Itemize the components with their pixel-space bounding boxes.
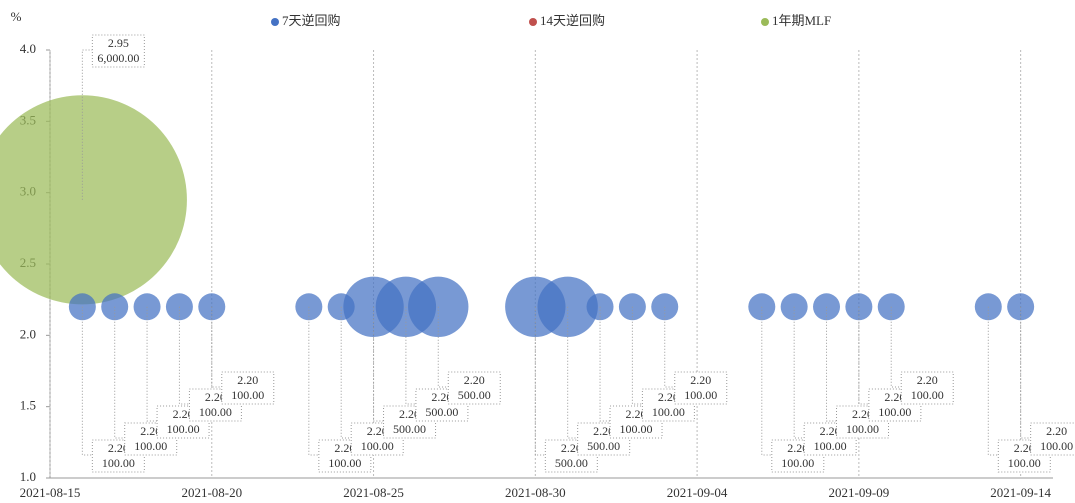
size-label: 100.00 [361, 439, 394, 453]
size-label: 6,000.00 [97, 51, 139, 65]
x-tick-label: 2021-08-30 [505, 485, 566, 500]
size-label: 100.00 [814, 439, 847, 453]
data-label: 2.20 [399, 407, 420, 421]
y-tick-label: 2.0 [20, 326, 36, 341]
size-label: 100.00 [1008, 456, 1041, 470]
legend-marker [271, 18, 279, 26]
legend-label: 1年期MLF [772, 13, 831, 28]
size-label: 100.00 [102, 456, 135, 470]
legend-marker [761, 18, 769, 26]
data-label: 2.20 [820, 424, 841, 438]
leader-line [178, 306, 190, 405]
y-tick-label: 4.0 [20, 41, 36, 56]
leader-line [858, 306, 869, 405]
data-label: 2.20 [917, 373, 938, 387]
data-label: 2.20 [1046, 424, 1067, 438]
y-axis-label: % [11, 9, 22, 24]
data-label: 2.20 [334, 441, 355, 455]
data-label: 2.20 [205, 390, 226, 404]
bubble [0, 95, 187, 305]
size-label: 100.00 [199, 405, 232, 419]
data-label: 2.95 [108, 36, 129, 50]
data-label: 2.20 [787, 441, 808, 455]
data-label: 2.20 [884, 390, 905, 404]
leader-line [599, 306, 611, 422]
y-tick-label: 1.5 [20, 398, 36, 413]
leader-line [1020, 306, 1031, 439]
size-label: 100.00 [1040, 439, 1073, 453]
data-label: 2.20 [658, 390, 679, 404]
data-label: 2.20 [108, 441, 129, 455]
leader-line [373, 306, 384, 422]
data-label: 2.20 [1014, 441, 1035, 455]
size-label: 100.00 [620, 422, 653, 436]
label-box [1030, 422, 1075, 456]
size-label: 100.00 [781, 456, 814, 470]
leader-line [340, 306, 352, 439]
size-label: 100.00 [878, 405, 911, 419]
size-label: 500.00 [393, 422, 426, 436]
size-label: 500.00 [425, 405, 458, 419]
leader-line [987, 306, 999, 456]
legend-label: 7天逆回购 [282, 13, 341, 28]
data-label: 2.20 [464, 373, 485, 387]
leader-line [81, 306, 93, 456]
label-box [91, 34, 145, 68]
x-tick-label: 2021-09-14 [990, 485, 1051, 500]
data-label: 2.20 [593, 424, 614, 438]
size-label: 100.00 [167, 422, 200, 436]
leader-line [114, 306, 125, 439]
legend-marker [529, 18, 537, 26]
leader-line [826, 306, 837, 422]
data-label: 2.20 [237, 373, 258, 387]
leader-line [146, 306, 158, 422]
size-label: 500.00 [587, 439, 620, 453]
size-label: 100.00 [846, 422, 879, 436]
x-tick-label: 2021-08-15 [20, 485, 81, 500]
x-tick-label: 2021-08-25 [343, 485, 404, 500]
leader-line [761, 306, 772, 456]
size-label: 100.00 [328, 456, 361, 470]
leader-line [793, 306, 805, 439]
data-label: 2.20 [626, 407, 647, 421]
x-tick-label: 2021-08-20 [181, 485, 242, 500]
leader-line [81, 49, 93, 200]
data-label: 2.20 [852, 407, 873, 421]
size-label: 100.00 [134, 439, 167, 453]
label-box [447, 371, 501, 405]
y-tick-label: 1.0 [20, 469, 36, 484]
size-label: 100.00 [911, 388, 944, 402]
data-label: 2.20 [561, 441, 582, 455]
label-box [900, 371, 954, 405]
data-label: 2.20 [367, 424, 388, 438]
label-box [674, 371, 728, 405]
size-label: 500.00 [555, 456, 588, 470]
data-label: 2.20 [173, 407, 194, 421]
x-tick-label: 2021-09-09 [829, 485, 890, 500]
x-tick-label: 2021-09-04 [667, 485, 728, 500]
label-box [221, 371, 275, 405]
size-label: 100.00 [652, 405, 685, 419]
legend-label: 14天逆回购 [540, 13, 605, 28]
size-label: 500.00 [458, 388, 491, 402]
data-label: 2.20 [690, 373, 711, 387]
size-label: 100.00 [684, 388, 717, 402]
leader-line [631, 306, 643, 405]
data-label: 2.20 [140, 424, 161, 438]
data-label: 2.20 [431, 390, 452, 404]
leader-line [308, 306, 319, 456]
size-label: 100.00 [231, 388, 264, 402]
